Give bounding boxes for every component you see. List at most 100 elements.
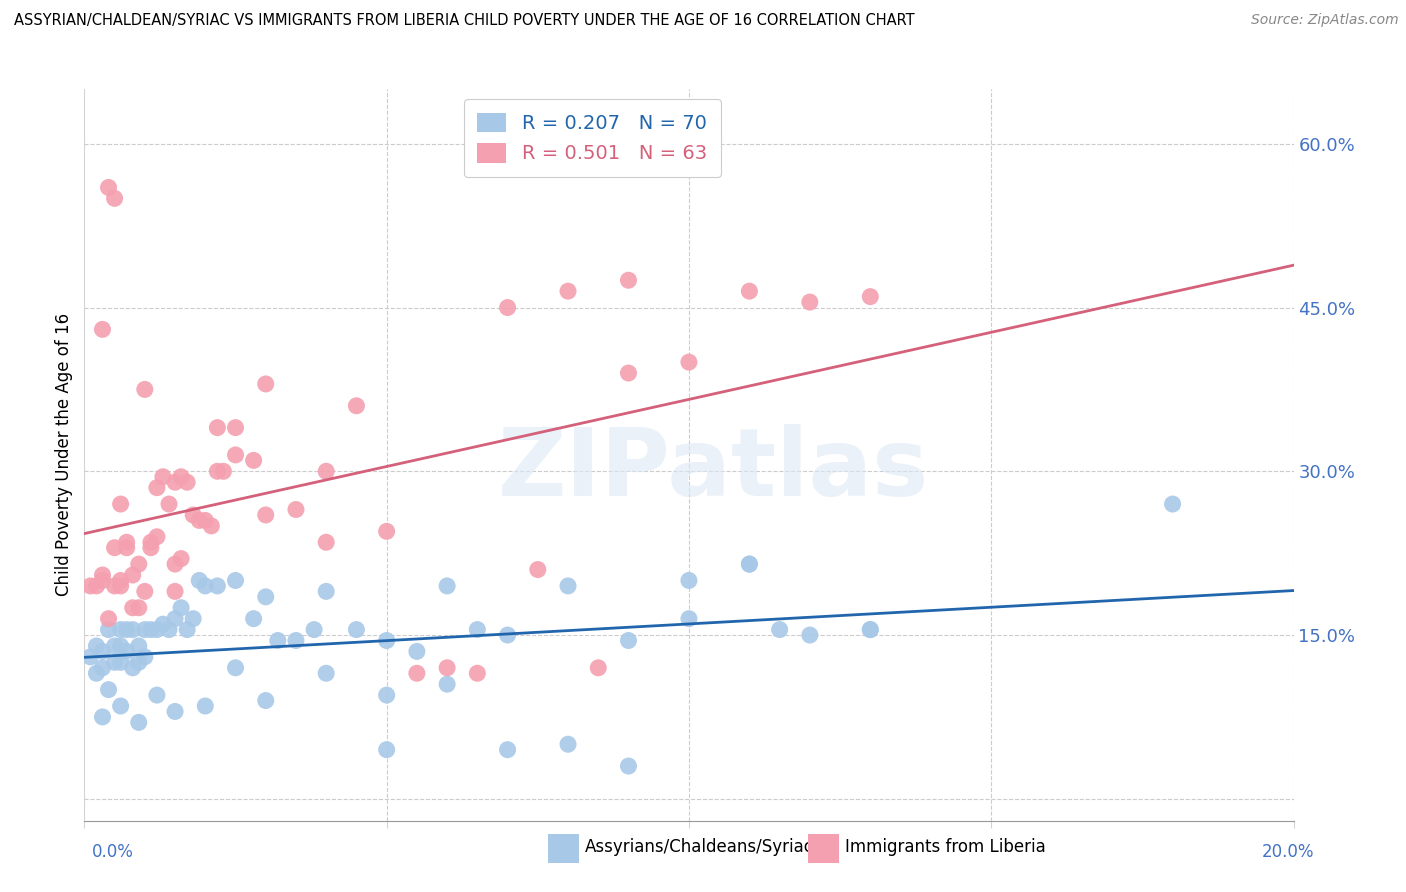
Point <box>181 612 204 626</box>
Point <box>128 656 150 670</box>
Point <box>254 693 277 707</box>
Point <box>254 376 277 391</box>
Point <box>157 623 180 637</box>
Y-axis label: Child Poverty Under the Age of 16: Child Poverty Under the Age of 16 <box>55 313 73 597</box>
Point <box>91 568 114 582</box>
Point <box>588 661 610 675</box>
Point <box>86 639 108 653</box>
Point <box>115 623 138 637</box>
Point <box>284 633 308 648</box>
Point <box>194 698 217 713</box>
Point <box>163 584 186 599</box>
Point <box>375 688 398 702</box>
Point <box>146 688 169 702</box>
Point <box>110 574 132 588</box>
Point <box>315 584 337 599</box>
Point <box>406 666 429 681</box>
Point <box>315 464 337 478</box>
Point <box>134 623 156 637</box>
Point <box>134 383 156 397</box>
Point <box>557 579 579 593</box>
Point <box>194 579 217 593</box>
Point <box>170 469 193 483</box>
Point <box>134 649 156 664</box>
Point <box>678 612 700 626</box>
Point <box>86 666 108 681</box>
Point <box>738 557 761 571</box>
Point <box>110 623 132 637</box>
Point <box>157 497 180 511</box>
Point <box>617 366 640 380</box>
Point <box>97 612 120 626</box>
Point <box>225 661 247 675</box>
Point <box>163 705 186 719</box>
Text: ZIPatlas: ZIPatlas <box>498 424 929 516</box>
Point <box>346 399 368 413</box>
Point <box>799 295 821 310</box>
Point <box>738 557 761 571</box>
Point <box>346 623 368 637</box>
Point <box>128 639 150 653</box>
Text: Immigrants from Liberia: Immigrants from Liberia <box>845 838 1046 856</box>
Text: Assyrians/Chaldeans/Syriacs: Assyrians/Chaldeans/Syriacs <box>585 838 823 856</box>
Point <box>181 508 204 522</box>
Point <box>302 623 325 637</box>
Point <box>115 535 138 549</box>
Point <box>170 600 193 615</box>
Point <box>496 301 519 315</box>
Point <box>242 612 264 626</box>
Point <box>194 513 217 527</box>
Point <box>678 574 700 588</box>
Point <box>200 519 222 533</box>
Point <box>496 742 519 756</box>
Point <box>617 759 640 773</box>
Point <box>128 557 150 571</box>
Point <box>557 284 579 298</box>
Point <box>188 574 211 588</box>
Point <box>859 623 882 637</box>
Point <box>557 737 579 751</box>
Legend: R = 0.207   N = 70, R = 0.501   N = 63: R = 0.207 N = 70, R = 0.501 N = 63 <box>464 99 721 177</box>
Point <box>139 535 162 549</box>
Point <box>254 508 277 522</box>
Point <box>267 633 290 648</box>
Point <box>406 644 429 658</box>
Point <box>104 656 127 670</box>
Point <box>146 530 169 544</box>
Point <box>97 623 120 637</box>
Point <box>97 180 120 194</box>
Point <box>678 355 700 369</box>
Point <box>128 715 150 730</box>
Point <box>91 644 114 658</box>
Point <box>467 666 489 681</box>
Point <box>110 497 132 511</box>
Point <box>436 661 458 675</box>
Point <box>225 420 247 434</box>
Point <box>436 677 458 691</box>
Point <box>121 623 143 637</box>
Point <box>121 568 143 582</box>
Point <box>104 639 127 653</box>
Point <box>79 579 101 593</box>
Point <box>146 623 169 637</box>
Text: 20.0%: 20.0% <box>1263 843 1315 861</box>
Point <box>97 682 120 697</box>
Point <box>91 710 114 724</box>
Point <box>91 574 114 588</box>
Point <box>146 481 169 495</box>
Point <box>254 590 277 604</box>
Point <box>115 644 138 658</box>
Point <box>152 617 174 632</box>
Point <box>799 628 821 642</box>
Point <box>104 191 127 205</box>
Point <box>163 475 186 490</box>
Point <box>91 322 114 336</box>
Point <box>375 742 398 756</box>
Point <box>375 633 398 648</box>
Point <box>242 453 264 467</box>
Point <box>139 623 162 637</box>
Point <box>110 698 132 713</box>
Point <box>121 600 143 615</box>
Point <box>110 639 132 653</box>
Point <box>315 666 337 681</box>
